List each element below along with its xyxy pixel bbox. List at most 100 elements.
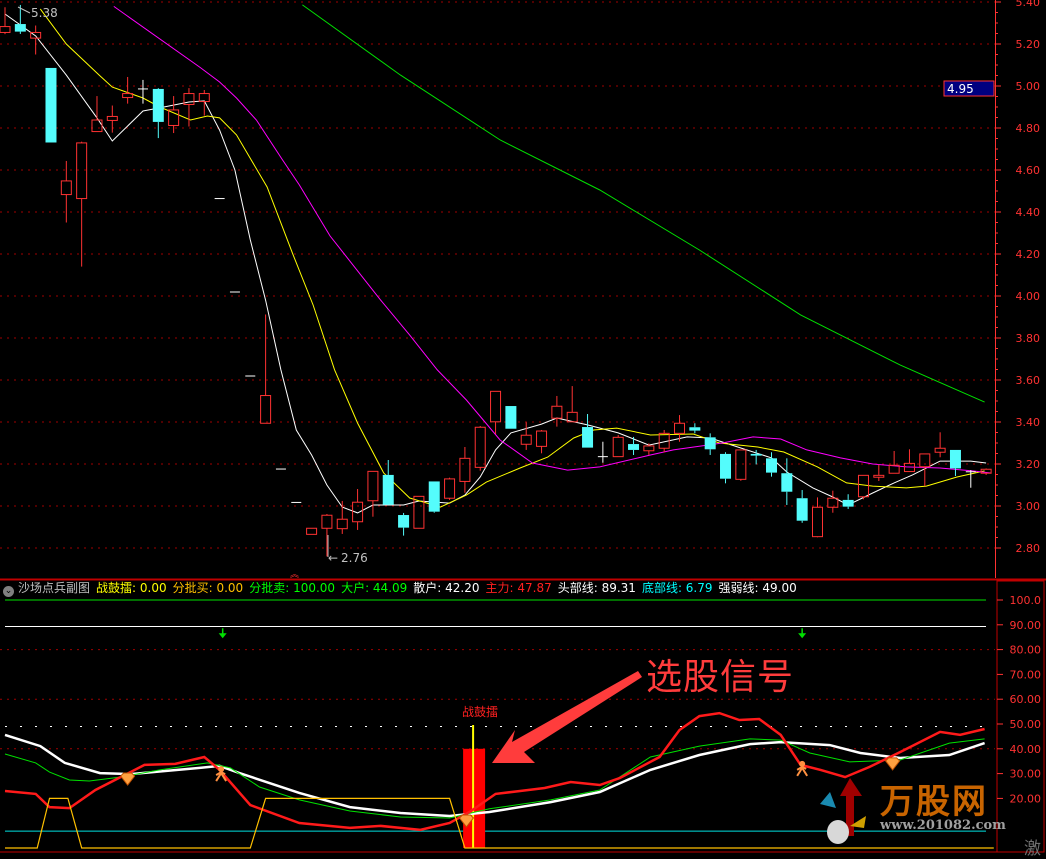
legend-value: 0.00 bbox=[212, 581, 244, 595]
green-down-arrow-icon bbox=[798, 628, 807, 639]
price-tick-label: 5.20 bbox=[1016, 38, 1041, 51]
indicator-panel: 100.0 90.00 80.00 70.00 60.00 50.00 40.00 30.00… bbox=[0, 578, 1046, 853]
runner-head bbox=[799, 760, 806, 767]
runner-arms bbox=[796, 765, 807, 771]
candle-body-up bbox=[168, 109, 180, 126]
candle bbox=[459, 446, 471, 493]
candle bbox=[122, 76, 134, 104]
candle-body-down bbox=[796, 498, 808, 521]
candle bbox=[857, 474, 869, 500]
candle bbox=[413, 495, 425, 529]
candle-body-up bbox=[0, 26, 11, 33]
candle bbox=[76, 141, 88, 267]
runner-head bbox=[218, 766, 225, 773]
candle bbox=[643, 443, 655, 455]
signal-bar-label: 战鼓擂 bbox=[462, 705, 498, 719]
candle-body-down bbox=[398, 515, 410, 528]
arrow-head bbox=[798, 633, 807, 639]
price-tick-label: 2.80 bbox=[1016, 542, 1041, 555]
candle-body-up bbox=[903, 462, 915, 473]
candle-body-up bbox=[735, 449, 747, 480]
candle bbox=[45, 67, 57, 143]
candle bbox=[152, 88, 164, 139]
green-down-arrow-icon bbox=[218, 628, 227, 639]
candle bbox=[796, 490, 808, 523]
candle bbox=[106, 105, 118, 133]
candle-body-up bbox=[643, 445, 655, 452]
low-price-label: 2.76 bbox=[341, 551, 368, 565]
candle bbox=[566, 386, 578, 423]
candle bbox=[367, 470, 379, 517]
candle bbox=[750, 449, 762, 465]
candle-body-up bbox=[367, 470, 379, 502]
price-tick-label: 4.20 bbox=[1016, 248, 1041, 261]
legend-label: 强弱线: bbox=[718, 581, 759, 595]
price-tick-label: 3.00 bbox=[1016, 500, 1041, 513]
candle-body-up bbox=[459, 457, 471, 482]
candle-body-up bbox=[888, 464, 900, 474]
candle bbox=[888, 450, 900, 474]
legend-value: 0.00 bbox=[136, 581, 167, 595]
candle-body-down bbox=[842, 499, 854, 507]
candle-body-down bbox=[152, 88, 164, 122]
diamond-icon bbox=[119, 772, 136, 786]
candle-body-up bbox=[612, 436, 624, 458]
legend-item: 分批买: 0.00 bbox=[173, 581, 244, 595]
candle-body-up bbox=[413, 495, 425, 529]
candle-body-up bbox=[919, 453, 931, 468]
candle-body-down bbox=[382, 474, 394, 505]
candle-body-down bbox=[720, 453, 732, 479]
legend-value: 6.79 bbox=[681, 581, 713, 595]
legend-label: 分批卖: bbox=[249, 581, 290, 595]
indicator-tick-label: 60.00 bbox=[1010, 693, 1042, 706]
indicator-tick-label: 100.0 bbox=[1010, 594, 1042, 607]
candle bbox=[735, 449, 747, 481]
candle-body-up bbox=[60, 180, 72, 196]
indicator-axis-frame bbox=[996, 580, 1045, 853]
candlesticks bbox=[0, 4, 992, 557]
candle-body-down bbox=[582, 427, 594, 448]
candle-body-down bbox=[428, 481, 440, 512]
candle bbox=[980, 468, 992, 475]
candle bbox=[474, 425, 486, 471]
candle-body-up bbox=[490, 390, 502, 423]
runner-icon bbox=[796, 760, 809, 777]
legend-item: 头部线: 89.31 bbox=[558, 581, 636, 595]
legend-value: 47.87 bbox=[513, 581, 552, 595]
candle-body-up bbox=[520, 434, 532, 445]
chevron-down-circle-icon[interactable]: ⌄ bbox=[3, 586, 14, 597]
high-pointer-icon bbox=[17, 6, 31, 14]
candle bbox=[168, 96, 180, 134]
candle-body-up bbox=[566, 411, 578, 423]
candle-body-up bbox=[306, 527, 318, 535]
candle bbox=[582, 414, 594, 448]
candle bbox=[674, 415, 686, 442]
candle bbox=[628, 436, 640, 455]
candle-body-down bbox=[949, 449, 961, 469]
candle-body-up bbox=[183, 93, 195, 105]
legend-label: 头部线: bbox=[557, 581, 598, 595]
candle-body-up bbox=[336, 518, 348, 530]
legend-value: 100.00 bbox=[289, 581, 336, 595]
candle-body-down bbox=[750, 453, 762, 456]
mascot-arrows-icon bbox=[820, 778, 866, 844]
candle bbox=[30, 25, 42, 55]
candle-body-up bbox=[873, 474, 885, 478]
candle bbox=[612, 435, 624, 458]
candle-body-up bbox=[536, 430, 548, 447]
candle-body-down bbox=[689, 427, 701, 431]
candle bbox=[934, 432, 946, 458]
logo-url: www.201082.com bbox=[880, 818, 1006, 833]
candle-body-up bbox=[352, 501, 364, 523]
logo-name: 万股网 bbox=[880, 782, 988, 822]
candle-body-up bbox=[321, 514, 333, 529]
indicator-header: ⌄ 沙场点兵副图 战鼓擂: 0.00 分批买: 0.00 分批卖: 100.00 大户: … bbox=[0, 580, 995, 597]
indicator-tick-label: 50.00 bbox=[1010, 718, 1042, 731]
legend-value: 89.31 bbox=[597, 581, 636, 595]
indicator-line-主力 bbox=[4, 711, 985, 832]
candle bbox=[0, 7, 11, 35]
candle-body-down bbox=[45, 67, 57, 143]
indicator-tick-label: 90.00 bbox=[1010, 619, 1042, 632]
indicator-tick-label: 70.00 bbox=[1010, 668, 1042, 681]
